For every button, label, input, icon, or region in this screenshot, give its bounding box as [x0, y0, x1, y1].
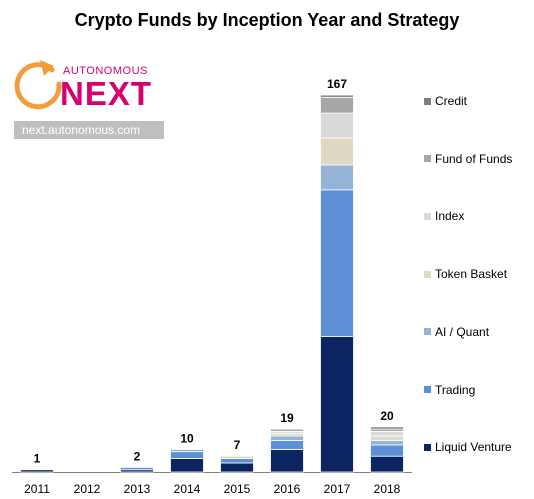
legend-item-token-basket: Token Basket: [424, 266, 507, 282]
bar-segment-2018-2: [370, 439, 404, 446]
bar-segment-2015-1: [220, 458, 254, 464]
bar-segment-2018-4: [370, 430, 404, 437]
bar-segment-2018-1: [370, 444, 404, 457]
total-label-2014: 10: [180, 431, 194, 445]
legend-item-credit: Credit: [424, 93, 467, 109]
total-label-2015: 7: [234, 438, 241, 452]
x-tick-label-2018: 2018: [374, 482, 401, 496]
legend-label: AI / Quant: [435, 324, 490, 339]
total-label-2013: 2: [134, 449, 141, 463]
legend-label: Token Basket: [435, 267, 508, 282]
legend-swatch: [424, 443, 431, 451]
legend-label: Liquid Venture: [435, 440, 512, 455]
legend-item-liquid-venture: Liquid Venture: [424, 439, 512, 455]
bar-segment-2017-6: [320, 94, 354, 98]
bar-segment-2014-0: [170, 458, 204, 473]
logo-big-text: NEXT: [60, 75, 153, 112]
logo-small-text: AUTONOMOUS: [63, 65, 148, 77]
x-tick-label-2015: 2015: [224, 482, 251, 496]
x-tick-label-2016: 2016: [274, 482, 301, 496]
legend-label: Index: [435, 209, 465, 224]
logo-ring-icon: [14, 60, 62, 110]
legend-item-ai-quant: AI / Quant: [424, 324, 489, 340]
legend-swatch: [424, 212, 431, 220]
total-label-2011: 1: [34, 452, 41, 466]
bar-segment-2017-5: [320, 96, 354, 114]
bar-segment-2017-1: [320, 189, 354, 337]
x-tick-label-2017: 2017: [324, 482, 351, 496]
total-label-2018: 20: [380, 409, 394, 423]
legend-swatch: [424, 328, 431, 336]
bar-segment-2018-0: [370, 455, 404, 473]
bar-segment-2018-3: [370, 435, 404, 441]
x-tick-label-2011: 2011: [24, 482, 50, 496]
legend-label: Credit: [435, 94, 468, 108]
legend-label: Fund of Funds: [435, 151, 513, 166]
bar-segment-2016-0: [270, 449, 304, 473]
bar-segment-2013-1: [120, 467, 154, 471]
bar-segment-2018-6: [370, 426, 404, 430]
bar-segment-2014-2: [170, 449, 204, 453]
autonomous-next-logo: [14, 58, 164, 120]
legend-item-fund-of-funds: Fund of Funds: [424, 151, 512, 167]
x-tick-label-2014: 2014: [174, 482, 201, 496]
bar-segment-2015-0: [220, 462, 254, 473]
chart-title: Crypto Funds by Inception Year and Strat…: [74, 10, 460, 30]
total-label-2016: 19: [280, 411, 294, 425]
bar-segment-2017-0: [320, 336, 354, 473]
x-tick-label-2012: 2012: [74, 482, 101, 496]
legend-swatch: [424, 155, 431, 163]
bar-segment-2017-3: [320, 137, 354, 166]
legend-label: Trading: [435, 382, 476, 397]
x-tick-label-2013: 2013: [124, 482, 151, 496]
logo-url: next.autonomous.com: [14, 121, 164, 139]
bar-segment-2011-0: [20, 469, 54, 473]
bar-segment-2014-1: [170, 451, 204, 459]
bar-segment-2017-2: [320, 164, 354, 191]
chart-legend: Credit Fund of Funds Index Token Basket AI /…: [424, 93, 534, 473]
bar-segment-2016-2: [270, 435, 304, 441]
bar-segment-2016-1: [270, 439, 304, 450]
bar-segment-2015-3: [220, 455, 254, 459]
legend-item-trading: Trading: [424, 382, 475, 398]
legend-swatch: [424, 386, 431, 393]
legend-swatch: [424, 270, 431, 278]
bar-segment-2017-4: [320, 112, 354, 139]
legend-swatch: [424, 97, 431, 105]
total-label-2017: 167: [327, 77, 347, 91]
bar-segment-2016-5: [270, 428, 304, 432]
legend-item-index: Index: [424, 208, 464, 224]
